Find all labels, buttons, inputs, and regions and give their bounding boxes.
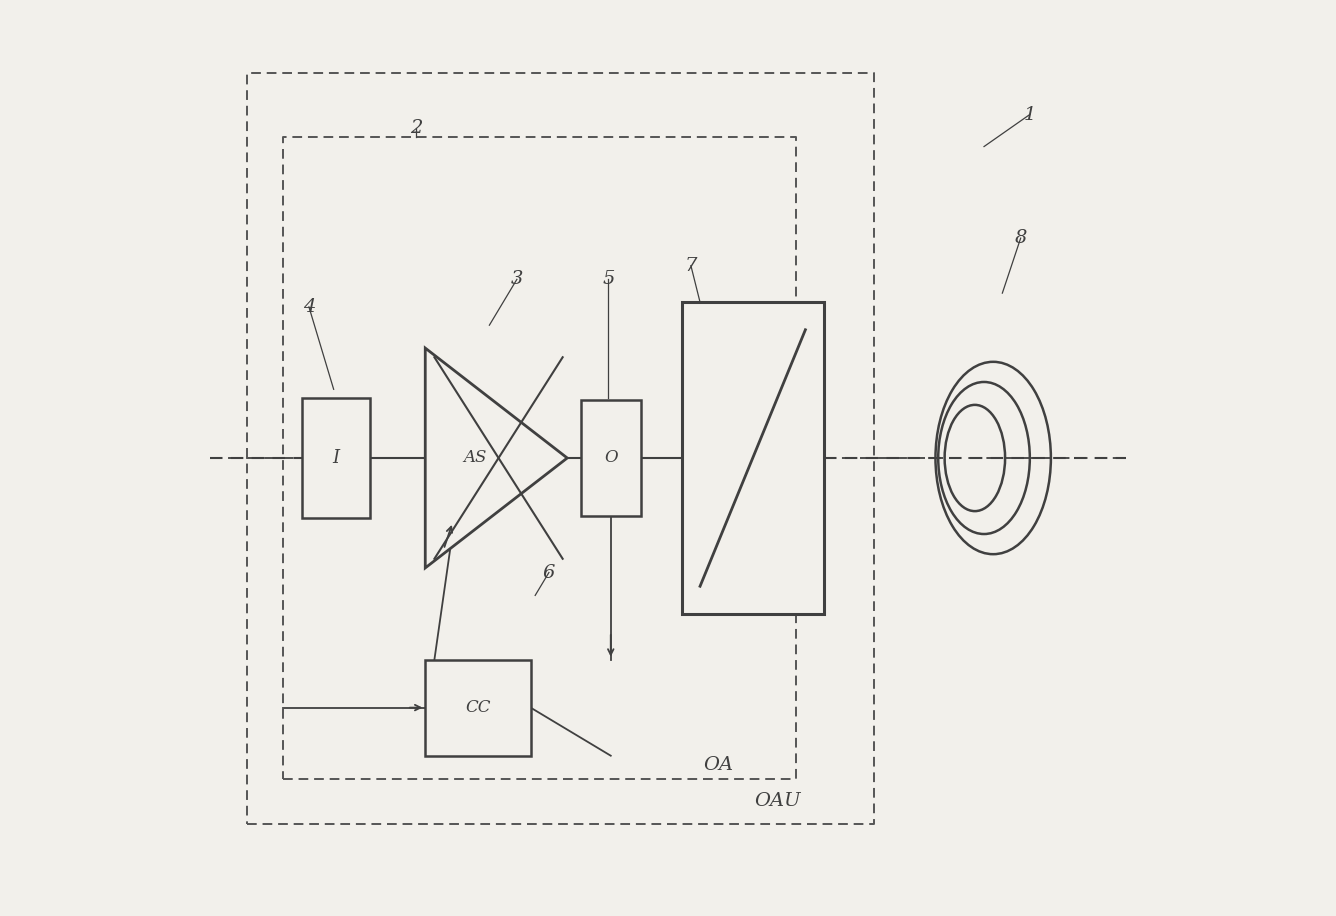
- Text: O: O: [604, 450, 617, 466]
- Text: I: I: [333, 449, 339, 467]
- Text: 2: 2: [410, 119, 422, 137]
- Text: OA: OA: [703, 756, 733, 774]
- Text: 1: 1: [1023, 105, 1035, 124]
- Text: AS: AS: [464, 450, 486, 466]
- Text: CC: CC: [465, 699, 490, 716]
- Bar: [581, 400, 640, 516]
- Text: 3: 3: [510, 270, 524, 289]
- Bar: [681, 302, 824, 614]
- Bar: [425, 660, 530, 756]
- Text: 6: 6: [542, 563, 554, 582]
- Text: OAU: OAU: [755, 792, 802, 811]
- Polygon shape: [425, 348, 568, 568]
- Text: 8: 8: [1014, 229, 1027, 247]
- Text: 5: 5: [603, 270, 615, 289]
- Text: 4: 4: [303, 298, 315, 316]
- Text: 7: 7: [685, 256, 697, 275]
- Bar: [302, 398, 370, 518]
